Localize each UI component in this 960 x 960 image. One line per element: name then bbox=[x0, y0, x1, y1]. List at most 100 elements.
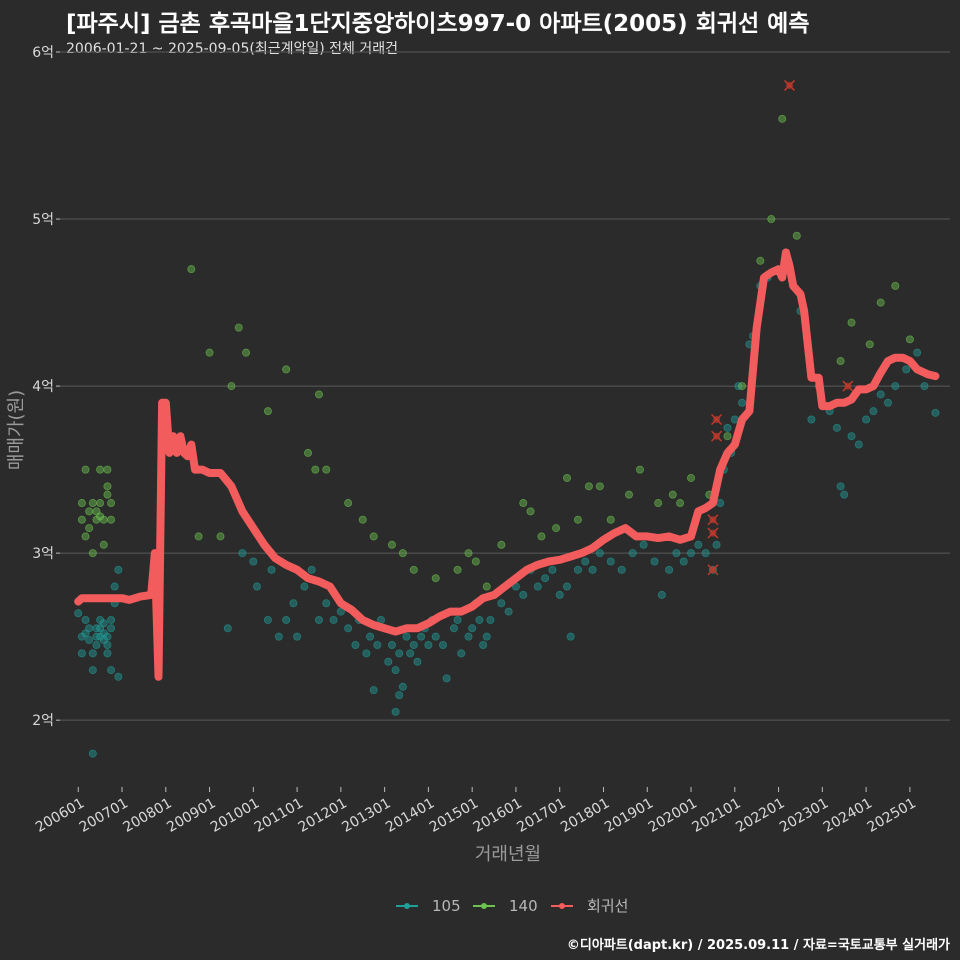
series-140-point-6 bbox=[88, 499, 97, 508]
series-105-point-41 bbox=[314, 615, 323, 624]
series-105-point-38 bbox=[293, 632, 302, 641]
series-105-point-102 bbox=[650, 557, 659, 566]
series-105-point-48 bbox=[362, 649, 371, 658]
series-140-point-58 bbox=[676, 499, 685, 508]
x-tick-label-13: 201901 bbox=[602, 795, 656, 836]
series-105-point-107 bbox=[687, 549, 696, 558]
legend: 105 140 회귀선 bbox=[396, 897, 628, 915]
y-axis-title: 매매가(원) bbox=[6, 390, 27, 470]
series-105-point-138 bbox=[883, 398, 892, 407]
series-140-point-4 bbox=[85, 507, 94, 516]
series-105-point-76 bbox=[468, 624, 477, 633]
series-105-point-140 bbox=[902, 365, 911, 374]
series-140-point-19 bbox=[107, 515, 116, 524]
series-140-point-26 bbox=[242, 348, 251, 357]
series-105-point-93 bbox=[566, 632, 575, 641]
series-105-point-89 bbox=[541, 574, 550, 583]
series-105-point-70 bbox=[438, 641, 447, 650]
series-105-point-114 bbox=[723, 423, 732, 432]
series-105-point-112 bbox=[716, 499, 725, 508]
series-105-point-127 bbox=[807, 415, 816, 424]
series-140-point-71 bbox=[876, 298, 885, 307]
legend-label: 회귀선 bbox=[587, 897, 628, 915]
x-axis-ticks: 2006012007012008012009012010012011012012… bbox=[33, 787, 919, 836]
series-140-point-56 bbox=[654, 499, 663, 508]
series-140-point-37 bbox=[398, 549, 407, 558]
series-140-point-54 bbox=[625, 490, 634, 499]
series-140-point-17 bbox=[103, 465, 112, 474]
series-105-point-99 bbox=[617, 565, 626, 574]
chart-title: [파주시] 금촌 후곡마을1단지중앙하이츠997-0 아파트(2005) 회귀선… bbox=[66, 11, 810, 37]
outlier-marker-3 bbox=[707, 527, 719, 539]
series-105-point-72 bbox=[449, 624, 458, 633]
series-105-point-57 bbox=[391, 707, 400, 716]
series-105-point-65 bbox=[417, 632, 426, 641]
series-140-point-5 bbox=[85, 524, 94, 533]
series-105-point-22 bbox=[107, 624, 116, 633]
series-105-point-109 bbox=[701, 549, 710, 558]
series-140-point-10 bbox=[96, 465, 105, 474]
series-105-point-54 bbox=[384, 657, 393, 666]
x-tick-label-1: 200701 bbox=[77, 795, 131, 836]
series-140-point-28 bbox=[282, 365, 291, 374]
series-140-point-48 bbox=[552, 524, 561, 533]
series-140-point-66 bbox=[778, 114, 787, 123]
outlier-marker-6 bbox=[842, 380, 854, 392]
series-140-point-72 bbox=[891, 281, 900, 290]
series-105-point-103 bbox=[657, 590, 666, 599]
series-105-point-51 bbox=[373, 641, 382, 650]
legend-swatch-dot bbox=[404, 903, 410, 909]
y-tick-label-0: 2억 bbox=[32, 713, 54, 729]
series-140-point-46 bbox=[526, 507, 535, 516]
series-105-point-7 bbox=[88, 649, 97, 658]
outlier-marker-5 bbox=[783, 79, 796, 91]
series-140-point-32 bbox=[322, 465, 331, 474]
grid-lines bbox=[60, 51, 950, 721]
series-105-point-90 bbox=[548, 565, 557, 574]
series-105-point-59 bbox=[395, 649, 404, 658]
series-105-point-42 bbox=[322, 599, 331, 608]
series-140-point-50 bbox=[573, 515, 582, 524]
series-140-point-18 bbox=[107, 499, 116, 508]
x-axis-title: 거래년월 bbox=[475, 844, 541, 865]
legend-label: 105 bbox=[432, 897, 461, 915]
series-140-point-40 bbox=[453, 565, 462, 574]
series-140-point-41 bbox=[464, 549, 473, 558]
x-tick-label-4: 201001 bbox=[208, 795, 262, 836]
series-105-point-100 bbox=[628, 549, 637, 558]
series-140-point-65 bbox=[767, 215, 776, 224]
series-105-point-24 bbox=[107, 666, 116, 675]
series-140-point-53 bbox=[606, 515, 615, 524]
series-105-point-137 bbox=[876, 390, 885, 399]
series-105-point-142 bbox=[920, 382, 929, 391]
legend-label: 140 bbox=[509, 897, 538, 915]
series-105-point-46 bbox=[351, 641, 360, 650]
series-105-point-19 bbox=[103, 632, 112, 641]
regression-line-path bbox=[74, 248, 940, 681]
series-140-point-24 bbox=[227, 382, 236, 391]
x-tick-label-8: 201401 bbox=[383, 795, 437, 836]
series-105-point-43 bbox=[329, 615, 338, 624]
series-105-point-62 bbox=[406, 649, 415, 658]
series-140-point-47 bbox=[537, 532, 546, 541]
series-140-point-13 bbox=[99, 515, 108, 524]
x-tick-label-11: 201701 bbox=[514, 795, 568, 836]
series-140-point-34 bbox=[358, 515, 367, 524]
x-tick-label-10: 201601 bbox=[471, 795, 525, 836]
outlier-marker-2 bbox=[707, 514, 719, 526]
legend-item-s140: 140 bbox=[473, 897, 538, 915]
series-105-point-39 bbox=[300, 582, 309, 591]
series-140-point-59 bbox=[687, 473, 696, 482]
series-105-point-104 bbox=[665, 565, 674, 574]
series-140-point-7 bbox=[88, 549, 97, 558]
series-140-point-62 bbox=[723, 432, 732, 441]
series-140-point-35 bbox=[369, 532, 378, 541]
series-105-point-135 bbox=[862, 415, 871, 424]
series-105-point-143 bbox=[931, 408, 940, 417]
series-140-point-12 bbox=[96, 499, 105, 508]
series-105-point-32 bbox=[252, 582, 261, 591]
series-105-point-84 bbox=[504, 607, 513, 616]
series-105-point-8 bbox=[88, 749, 97, 758]
series-105-point-95 bbox=[581, 557, 590, 566]
series-105-point-131 bbox=[836, 482, 845, 491]
